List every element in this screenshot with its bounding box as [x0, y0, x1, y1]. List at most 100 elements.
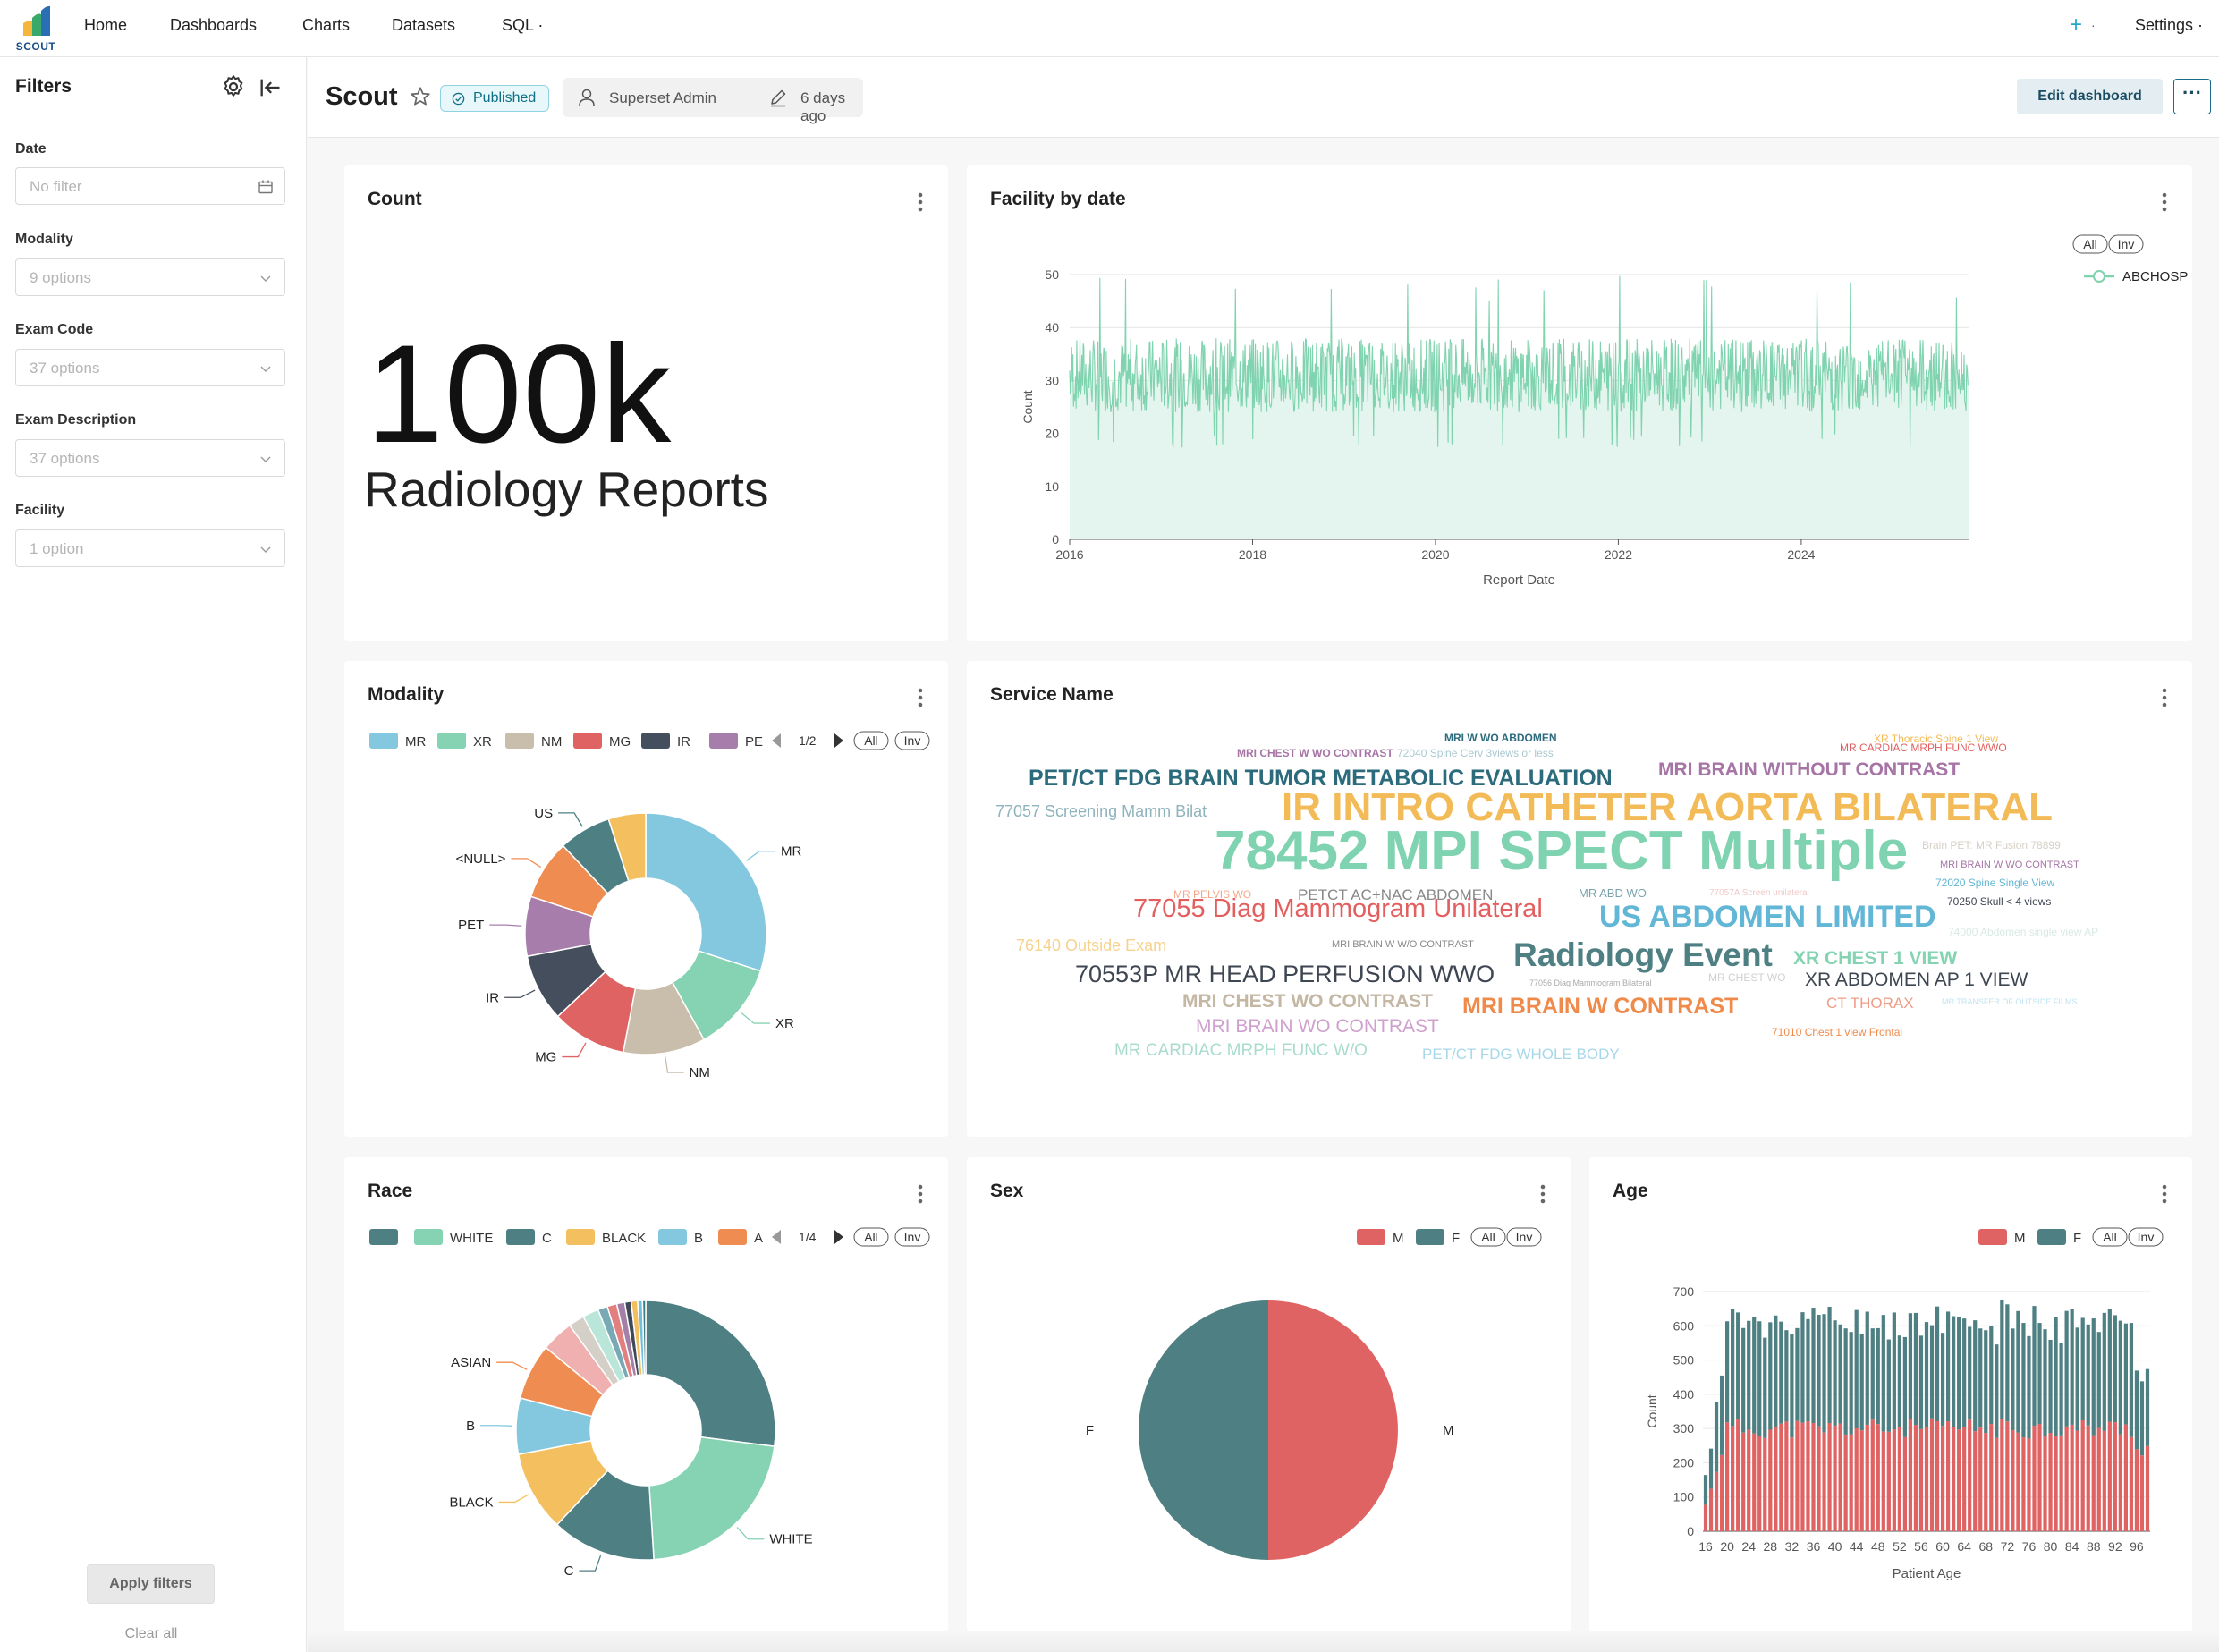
word-cloud-term[interactable]: MR CHEST WO: [1708, 971, 1786, 984]
bar-m[interactable]: [2037, 1423, 2042, 1531]
bar-m[interactable]: [2139, 1455, 2145, 1531]
bar-f[interactable]: [2054, 1317, 2058, 1436]
favorite-star-icon[interactable]: [409, 85, 432, 108]
word-cloud-term[interactable]: 74000 Abdomen single view AP: [1948, 926, 2099, 938]
legend-label[interactable]: WHITE: [450, 1231, 493, 1246]
bar-f[interactable]: [2080, 1317, 2085, 1420]
bar-m[interactable]: [2043, 1436, 2047, 1531]
pie-slice[interactable]: [645, 812, 767, 972]
bar-f[interactable]: [2070, 1309, 2074, 1425]
bar-m[interactable]: [1902, 1436, 1908, 1531]
bar-m[interactable]: [1849, 1434, 1853, 1531]
bar-m[interactable]: [1876, 1424, 1880, 1531]
bar-f[interactable]: [1763, 1337, 1767, 1438]
legend-all-button[interactable]: [853, 1227, 889, 1247]
bar-m[interactable]: [2011, 1429, 2015, 1531]
word-cloud-term[interactable]: 77055 Diag Mammogram Unilateral: [1133, 894, 1543, 923]
pie-slice[interactable]: [645, 1300, 776, 1448]
bar-f[interactable]: [2037, 1323, 2042, 1424]
word-cloud-term[interactable]: PETCT AC+NAC ABDOMEN: [1298, 886, 1494, 903]
bar-f[interactable]: [1897, 1335, 1901, 1427]
bar-m[interactable]: [1719, 1454, 1724, 1531]
bar-f[interactable]: [2043, 1329, 2047, 1436]
bar-m[interactable]: [1763, 1437, 1767, 1531]
bar-f[interactable]: [1817, 1314, 1821, 1427]
bar-f[interactable]: [1945, 1311, 1951, 1422]
bar-f[interactable]: [1822, 1314, 1826, 1433]
bar-m[interactable]: [1827, 1422, 1832, 1531]
bar-m[interactable]: [2096, 1427, 2101, 1531]
bar-m[interactable]: [1747, 1429, 1751, 1531]
card-menu-icon[interactable]: [2157, 686, 2172, 709]
legend-swatch[interactable]: [658, 1229, 687, 1245]
bar-f[interactable]: [1881, 1315, 1885, 1432]
bar-f[interactable]: [1929, 1325, 1935, 1419]
bar-f[interactable]: [1811, 1308, 1816, 1424]
facility-filter-select[interactable]: 1 option: [15, 529, 285, 567]
bar-f[interactable]: [1774, 1315, 1778, 1427]
bar-m[interactable]: [2102, 1430, 2106, 1531]
more-options-button[interactable]: ···: [2173, 79, 2211, 114]
bar-f[interactable]: [2139, 1381, 2145, 1456]
word-cloud-term[interactable]: MRI BRAIN W WO CONTRAST: [1940, 860, 2079, 870]
word-cloud-term[interactable]: Radiology Event: [1513, 936, 1773, 973]
legend-swatch[interactable]: [1357, 1229, 1385, 1245]
bar-f[interactable]: [1913, 1312, 1918, 1426]
bar-m[interactable]: [2080, 1419, 2085, 1531]
bar-f[interactable]: [1731, 1309, 1735, 1427]
legend-swatch[interactable]: [505, 733, 534, 749]
word-cloud-term[interactable]: CT THORAX: [1826, 995, 1914, 1012]
bar-f[interactable]: [2118, 1320, 2122, 1435]
bar-f[interactable]: [1779, 1321, 1783, 1424]
bar-m[interactable]: [1822, 1432, 1826, 1531]
bar-f[interactable]: [1859, 1334, 1864, 1431]
bar-f[interactable]: [1918, 1335, 1924, 1429]
bar-m[interactable]: [2070, 1424, 2074, 1531]
dashboard-title[interactable]: Scout: [326, 82, 398, 111]
bar-f[interactable]: [2102, 1312, 2106, 1431]
word-cloud-term[interactable]: MRI W WO ABDOMEN: [1444, 732, 1557, 744]
bar-m[interactable]: [1817, 1426, 1821, 1531]
bar-m[interactable]: [2107, 1421, 2112, 1531]
bar-f[interactable]: [2113, 1315, 2117, 1423]
legend-all-button[interactable]: [2072, 234, 2108, 254]
bar-m[interactable]: [2048, 1433, 2053, 1531]
word-cloud-term[interactable]: MRI CHEST WO CONTRAST: [1182, 991, 1433, 1012]
bar-m[interactable]: [1892, 1429, 1896, 1531]
bar-f[interactable]: [1719, 1375, 1724, 1455]
bar-m[interactable]: [1984, 1433, 1988, 1531]
modality-filter-select[interactable]: 9 options: [15, 258, 285, 296]
gear-icon[interactable]: [220, 73, 247, 100]
bar-m[interactable]: [2091, 1435, 2096, 1531]
bar-m[interactable]: [1843, 1434, 1848, 1531]
word-cloud-term[interactable]: US ABDOMEN LIMITED: [1599, 900, 1936, 934]
word-cloud-term[interactable]: 77057 Screening Mamm Bilat: [995, 802, 1207, 820]
bar-m[interactable]: [2118, 1434, 2122, 1531]
bar-f[interactable]: [2059, 1343, 2063, 1436]
bar-f[interactable]: [2005, 1304, 2010, 1422]
bar-f[interactable]: [2129, 1323, 2134, 1437]
bar-m[interactable]: [1784, 1421, 1789, 1531]
bar-f[interactable]: [1833, 1320, 1837, 1426]
legend-swatch[interactable]: [573, 733, 602, 749]
bar-f[interactable]: [1876, 1327, 1880, 1425]
pie-slice[interactable]: [1268, 1300, 1398, 1560]
bar-f[interactable]: [1703, 1475, 1708, 1505]
bar-f[interactable]: [1865, 1311, 1869, 1425]
bar-f[interactable]: [1978, 1328, 1983, 1428]
word-cloud-term[interactable]: PET/CT FDG WHOLE BODY: [1422, 1046, 1620, 1063]
legend-inv-button[interactable]: [894, 1227, 930, 1247]
bar-m[interactable]: [1968, 1419, 1972, 1531]
scout-logo[interactable]: SCOUT: [13, 4, 59, 54]
bar-m[interactable]: [1768, 1429, 1773, 1531]
card-menu-icon[interactable]: [2157, 1182, 2172, 1206]
bar-f[interactable]: [1838, 1324, 1842, 1424]
bar-m[interactable]: [1854, 1427, 1859, 1531]
bar-f[interactable]: [1886, 1339, 1891, 1432]
word-cloud-term[interactable]: MRI CHEST W WO CONTRAST: [1237, 747, 1393, 759]
legend-all-button[interactable]: [853, 731, 889, 750]
bar-f[interactable]: [1973, 1320, 1978, 1432]
legend-label[interactable]: MR: [405, 734, 426, 750]
bar-m[interactable]: [1935, 1420, 1940, 1531]
legend-swatch[interactable]: [718, 1229, 747, 1245]
